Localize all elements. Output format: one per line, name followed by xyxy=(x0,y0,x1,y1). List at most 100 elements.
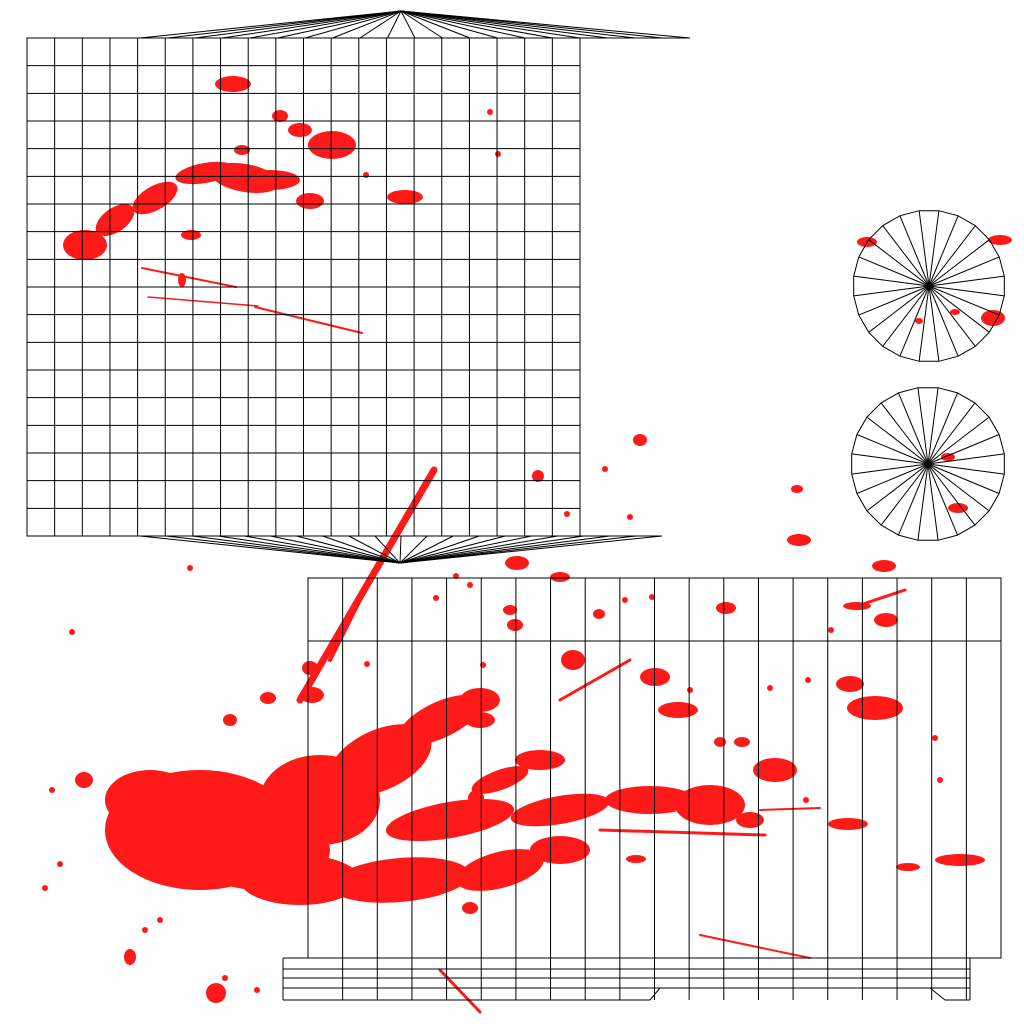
blood-drop xyxy=(753,758,797,782)
disc-top-spoke xyxy=(858,256,930,287)
blood-streak xyxy=(438,968,482,1014)
disc-bottom-spoke xyxy=(927,463,976,526)
disc-bottom-spoke xyxy=(927,463,990,512)
fan-line xyxy=(399,535,480,564)
lower-strip-island xyxy=(282,577,1002,1001)
blood-dot xyxy=(932,735,938,741)
fan-line xyxy=(399,535,584,564)
blood-drop xyxy=(75,772,93,788)
blood-drop xyxy=(593,609,605,619)
blood-streak xyxy=(759,807,821,811)
fan-line xyxy=(400,10,691,39)
blood-drop xyxy=(915,318,923,324)
blood-drop xyxy=(462,902,478,914)
disc-top-spoke xyxy=(858,285,930,316)
blood-drop xyxy=(132,181,178,215)
fan-line xyxy=(139,10,402,39)
disc-bottom-spoke xyxy=(880,463,929,526)
blood-drop xyxy=(561,650,585,670)
disc-bottom-spoke xyxy=(927,392,958,465)
fan-line xyxy=(400,10,443,39)
upper-grid-island xyxy=(26,10,691,564)
blood-drop xyxy=(387,190,423,204)
disc-top-spoke xyxy=(899,285,930,357)
disc-top-spoke xyxy=(853,285,930,297)
blood-drop xyxy=(175,161,235,185)
blood-drop xyxy=(515,750,565,770)
blood-drop xyxy=(633,434,647,446)
blood-drop xyxy=(503,605,517,615)
disc-top-spoke xyxy=(918,285,930,362)
fan-line xyxy=(387,10,402,39)
blood-dot xyxy=(937,777,943,783)
disc-bottom-spoke xyxy=(927,463,1000,494)
blood-dot xyxy=(254,987,260,993)
blood-drop xyxy=(896,863,920,871)
blood-drop xyxy=(240,855,360,905)
fan-line xyxy=(194,10,402,39)
fan-line xyxy=(399,535,663,564)
upper-bottom-fan xyxy=(139,535,663,564)
disc-top-spoke xyxy=(899,215,930,287)
fan-line xyxy=(222,10,402,39)
disc-top xyxy=(853,210,1005,362)
blood-drop xyxy=(714,737,726,747)
disc-top-spoke xyxy=(868,239,930,287)
disc-bottom-spoke xyxy=(856,463,929,494)
blood-streak xyxy=(147,296,259,307)
blood-drop xyxy=(948,503,968,513)
blood-drop xyxy=(734,737,750,747)
disc-top-spoke xyxy=(882,285,930,347)
blood-drop xyxy=(675,785,745,825)
blood-drop xyxy=(468,790,484,806)
blood-drop xyxy=(308,131,356,159)
blood-dot xyxy=(222,975,228,981)
disc-top-spoke xyxy=(928,225,976,287)
blood-drop xyxy=(605,786,695,814)
blood-drop xyxy=(950,309,960,315)
fan-line xyxy=(277,10,402,39)
blood-drop xyxy=(988,235,1012,245)
blood-streak xyxy=(855,588,907,608)
disc-top-spoke xyxy=(853,275,930,287)
blood-dot xyxy=(467,582,473,588)
blood-drop xyxy=(935,854,985,866)
blood-dot xyxy=(564,511,570,517)
fan-line xyxy=(399,535,454,564)
disc-bottom-spoke xyxy=(927,402,976,465)
fan-line xyxy=(304,10,402,39)
disc-bottom-spoke xyxy=(917,463,929,541)
uv-wireframe-layer xyxy=(26,10,1005,1001)
disc-top-spoke xyxy=(928,285,976,347)
fan-line xyxy=(400,10,553,39)
disc-bottom-spoke xyxy=(927,463,1005,475)
disc-top-spoke xyxy=(928,215,959,287)
blood-drop xyxy=(716,602,736,614)
fan-line xyxy=(400,10,416,39)
fan-line xyxy=(400,10,526,39)
disc-bottom-spoke xyxy=(898,392,929,465)
fan-line xyxy=(166,535,401,564)
fan-line xyxy=(399,535,532,564)
fan-line xyxy=(400,10,608,39)
blood-dot xyxy=(622,597,628,603)
blood-drop xyxy=(240,170,300,190)
blood-drop xyxy=(296,193,324,209)
blood-drop xyxy=(736,812,764,828)
disc-top-spoke xyxy=(928,275,1005,287)
disc-bottom xyxy=(851,387,1005,541)
blood-drop xyxy=(532,470,544,482)
blood-drop xyxy=(215,76,251,92)
blood-streak xyxy=(598,828,767,837)
disc-bottom-spoke xyxy=(917,387,929,465)
lower-band-line xyxy=(649,987,661,1001)
disc-top-spoke xyxy=(928,285,1005,297)
blood-drop xyxy=(385,798,515,842)
blood-streak xyxy=(328,558,382,662)
blood-dot xyxy=(157,917,163,923)
blood-dot xyxy=(57,861,63,867)
fan-line xyxy=(399,535,428,564)
blood-dot xyxy=(627,514,633,520)
blood-dot xyxy=(649,594,655,600)
lower-band-line xyxy=(929,987,946,1001)
